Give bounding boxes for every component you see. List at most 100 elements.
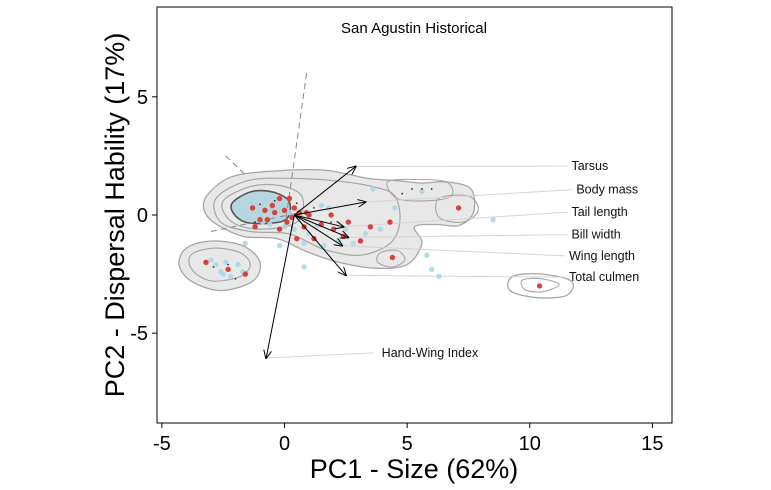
blue-point [276, 243, 283, 249]
red-point [294, 235, 300, 242]
blue-point [419, 188, 425, 195]
loading-label: Bill width [571, 228, 620, 242]
loading-label: Body mass [576, 183, 638, 197]
chart-title: San Agustin Historical [341, 20, 487, 37]
blue-point [350, 240, 356, 247]
blue-point [321, 243, 327, 249]
loading-arrow [294, 214, 342, 246]
blue-point [254, 209, 261, 216]
small-dark-point [295, 202, 298, 205]
red-point [536, 283, 543, 289]
leader-line [266, 352, 374, 359]
y-axis-ticks: -5 0 5 [130, 87, 157, 345]
x-tick-label: 10 [519, 433, 541, 455]
blue-point [235, 261, 241, 268]
lower-left-inner-contour [188, 247, 251, 282]
blue-point [223, 259, 229, 265]
red-point [276, 195, 283, 202]
blue-point [235, 200, 241, 206]
blue-point [362, 231, 369, 237]
blue-point [208, 257, 214, 263]
red-point [203, 259, 209, 265]
red-point [389, 254, 396, 261]
mid-lower-contour [376, 249, 406, 268]
small-dark-point [411, 188, 413, 190]
blue-point [242, 240, 248, 247]
y-axis-title: PC2 - Dispersal Hability (17%) [100, 33, 130, 398]
mid-density-contour [213, 177, 401, 256]
red-point [281, 207, 288, 213]
blue-point [301, 264, 307, 270]
loading-label: Tail length [571, 205, 627, 219]
loading-arrow [266, 214, 295, 358]
blue-point [436, 273, 442, 280]
x-tick-label: 0 [279, 433, 290, 455]
loading-leader-lines [266, 165, 573, 359]
x-axis-title: PC1 - Size (62%) [310, 454, 519, 484]
x-axis-ticks: -5 0 5 10 15 [153, 423, 664, 455]
small-dark-point [330, 221, 332, 224]
blue-point [306, 231, 312, 237]
small-dark-point [430, 188, 433, 190]
loading-label: Total culmen [569, 270, 639, 284]
x-tick-label: -5 [153, 433, 171, 455]
small-dark-point [273, 199, 276, 202]
far-right-inner-contour [520, 277, 560, 293]
blue-point [291, 226, 297, 232]
small-dark-point [227, 263, 230, 266]
leader-line [343, 211, 568, 228]
blue-point [274, 214, 280, 221]
blue-point [286, 209, 293, 216]
small-dark-point [254, 221, 256, 224]
inner-density-contour [221, 183, 305, 230]
blue-point [213, 261, 219, 268]
loading-label: Hand-Wing Index [382, 346, 479, 360]
small-dark-point [313, 207, 315, 209]
loading-label: Tarsus [571, 159, 608, 173]
blue-point [245, 214, 251, 221]
blue-point [424, 252, 430, 258]
blue-point [240, 207, 246, 213]
loading-arrow [294, 167, 355, 216]
red-point [284, 219, 290, 225]
red-point [249, 205, 256, 211]
red-point [455, 205, 462, 211]
y-tick-label: -5 [130, 323, 148, 345]
blue-point [262, 198, 268, 204]
blue-point [370, 186, 376, 192]
blue-point [267, 221, 273, 228]
far-right-outer-contour [507, 273, 574, 299]
blue-point [249, 200, 256, 206]
loading-arrow [294, 214, 348, 237]
blue-point [227, 273, 234, 280]
x-tick-label: 15 [641, 433, 663, 455]
blue-point [318, 202, 324, 209]
red-point [328, 212, 334, 218]
small-dark-point [212, 266, 215, 268]
loading-label: Wing length [569, 249, 635, 263]
blue-point [220, 271, 226, 277]
blue-point [279, 202, 285, 209]
x-tick-label: 5 [402, 433, 413, 455]
red-point [276, 226, 283, 232]
dashed-axis-line [284, 73, 308, 230]
loading-arrows [266, 167, 365, 358]
y-tick-label: 0 [137, 205, 148, 227]
leader-line [345, 274, 566, 278]
loading-arrow [294, 202, 365, 216]
leader-line [365, 189, 573, 203]
blue-point [429, 266, 435, 273]
blue-point [301, 240, 307, 247]
red-point [357, 238, 364, 244]
red-point [269, 202, 275, 209]
red-point [257, 217, 263, 223]
red-point [225, 266, 231, 273]
blue-point [281, 224, 288, 230]
density-contours [178, 168, 574, 299]
red-point [286, 195, 293, 202]
blue-point [377, 226, 383, 232]
loading-labels: Tarsus Body mass Tail length Bill width Wing… [382, 159, 640, 360]
red-point [387, 219, 393, 225]
blue-point [490, 217, 496, 223]
